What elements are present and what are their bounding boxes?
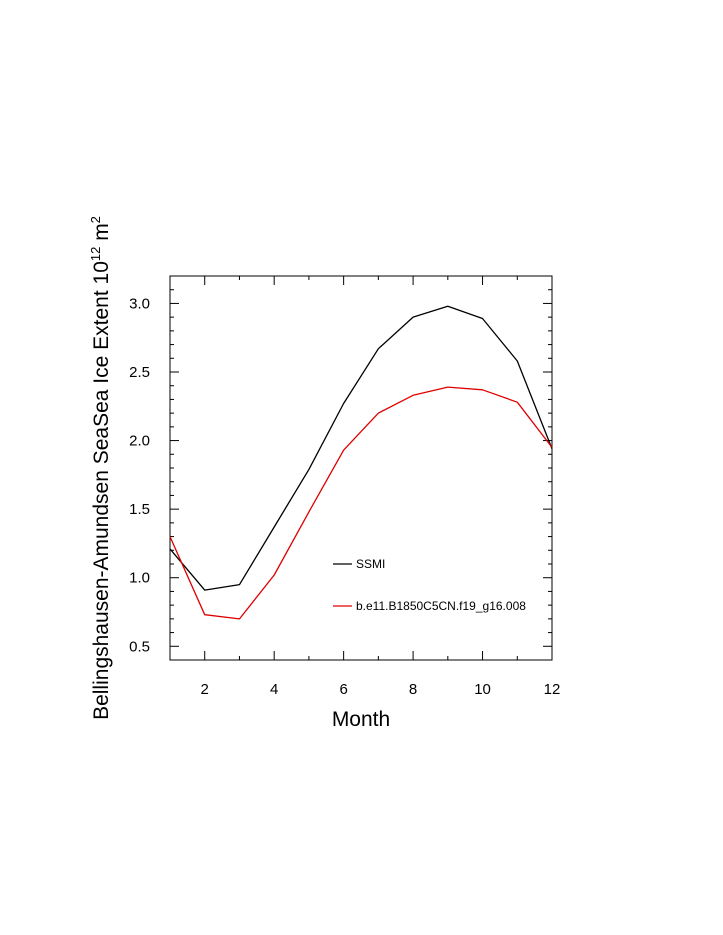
x-tick-label: 2 [201, 681, 209, 698]
y-tick-label: 1.0 [129, 570, 150, 587]
x-tick-label: 12 [544, 681, 561, 698]
legend-label-model: b.e11.B1850C5CN.f19_g16.008 [356, 599, 526, 613]
x-tick-label: 6 [339, 681, 347, 698]
x-tick-label: 10 [474, 681, 491, 698]
y-axis-title-main: Bellingshausen-Amundsen SeaSea Ice Exten… [90, 261, 113, 720]
series-lines [169, 305, 553, 620]
y-tick-label: 3.0 [129, 295, 150, 312]
legend-label-ssmi: SSMI [356, 557, 385, 571]
legend: SSMI b.e11.B1850C5CN.f19_g16.008 [333, 557, 526, 613]
y-axis-title-unit-exponent: 2 [88, 216, 103, 223]
y-axis-title-exponent: 12 [88, 247, 103, 261]
series-line-ssmi [169, 305, 553, 591]
x-tick-label: 4 [270, 681, 278, 698]
axis-tick-labels: 2 4 6 8 10 12 0.5 1.0 1.5 2.0 2.5 3.0 [129, 295, 560, 698]
series-line-model [169, 386, 553, 620]
y-tick-label: 1.5 [129, 501, 150, 518]
axis-ticks [169, 275, 553, 661]
y-tick-label: 0.5 [129, 638, 150, 655]
y-tick-label: 2.5 [129, 364, 150, 381]
x-axis-title: Month [332, 708, 390, 731]
y-axis-title: Bellingshausen-Amundsen SeaSea Ice Exten… [88, 216, 113, 720]
y-axis-title-unit: m [90, 223, 113, 246]
y-tick-label: 2.0 [129, 433, 150, 450]
x-tick-label: 8 [409, 681, 417, 698]
